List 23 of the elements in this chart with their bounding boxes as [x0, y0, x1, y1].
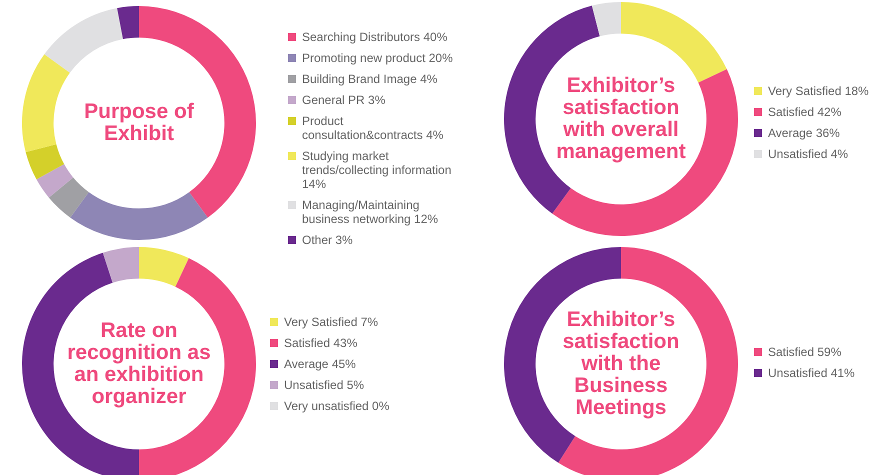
legend-label: Satisfied 42%: [768, 105, 842, 119]
legend-label: Building Brand Image 4%: [302, 72, 438, 86]
legend-label: Searching Distributors 40%: [302, 30, 448, 44]
text: Exhibitor’s satisfaction with the Business Meetings: [562, 306, 680, 421]
legend-label: Managing/Maintaining business networking 12%: [302, 198, 440, 226]
legend-label: Average 36%: [768, 126, 840, 140]
legend-label: Very unsatisfied 0%: [284, 399, 390, 413]
legend-label: Product consultation&contracts 4%: [302, 114, 444, 142]
legend-label: Very Satisfied 7%: [284, 315, 378, 329]
legend-label: Satisfied 43%: [284, 336, 358, 350]
legend-label: Studying market trends/collecting information 14%: [302, 149, 452, 191]
legend-label: Promoting new product 20%: [302, 51, 453, 65]
text: Purpose of Exhibit: [83, 98, 195, 147]
legend-label: Average 45%: [284, 357, 356, 371]
text: Exhibitor’s satisfaction with overall management: [555, 72, 687, 165]
legend-label: Unsatisfied 5%: [284, 378, 364, 392]
legend-label: Unsatisfied 41%: [768, 366, 855, 380]
legend-label: Satisfied 59%: [768, 345, 842, 359]
legend-label: General PR 3%: [302, 93, 386, 107]
text: Rate on recognition as an exhibition organizer: [66, 318, 212, 410]
legend-label: Other 3%: [302, 233, 353, 247]
legend-label: Very Satisfied 18%: [768, 84, 869, 98]
legend-label: Unsatisfied 4%: [768, 147, 848, 161]
